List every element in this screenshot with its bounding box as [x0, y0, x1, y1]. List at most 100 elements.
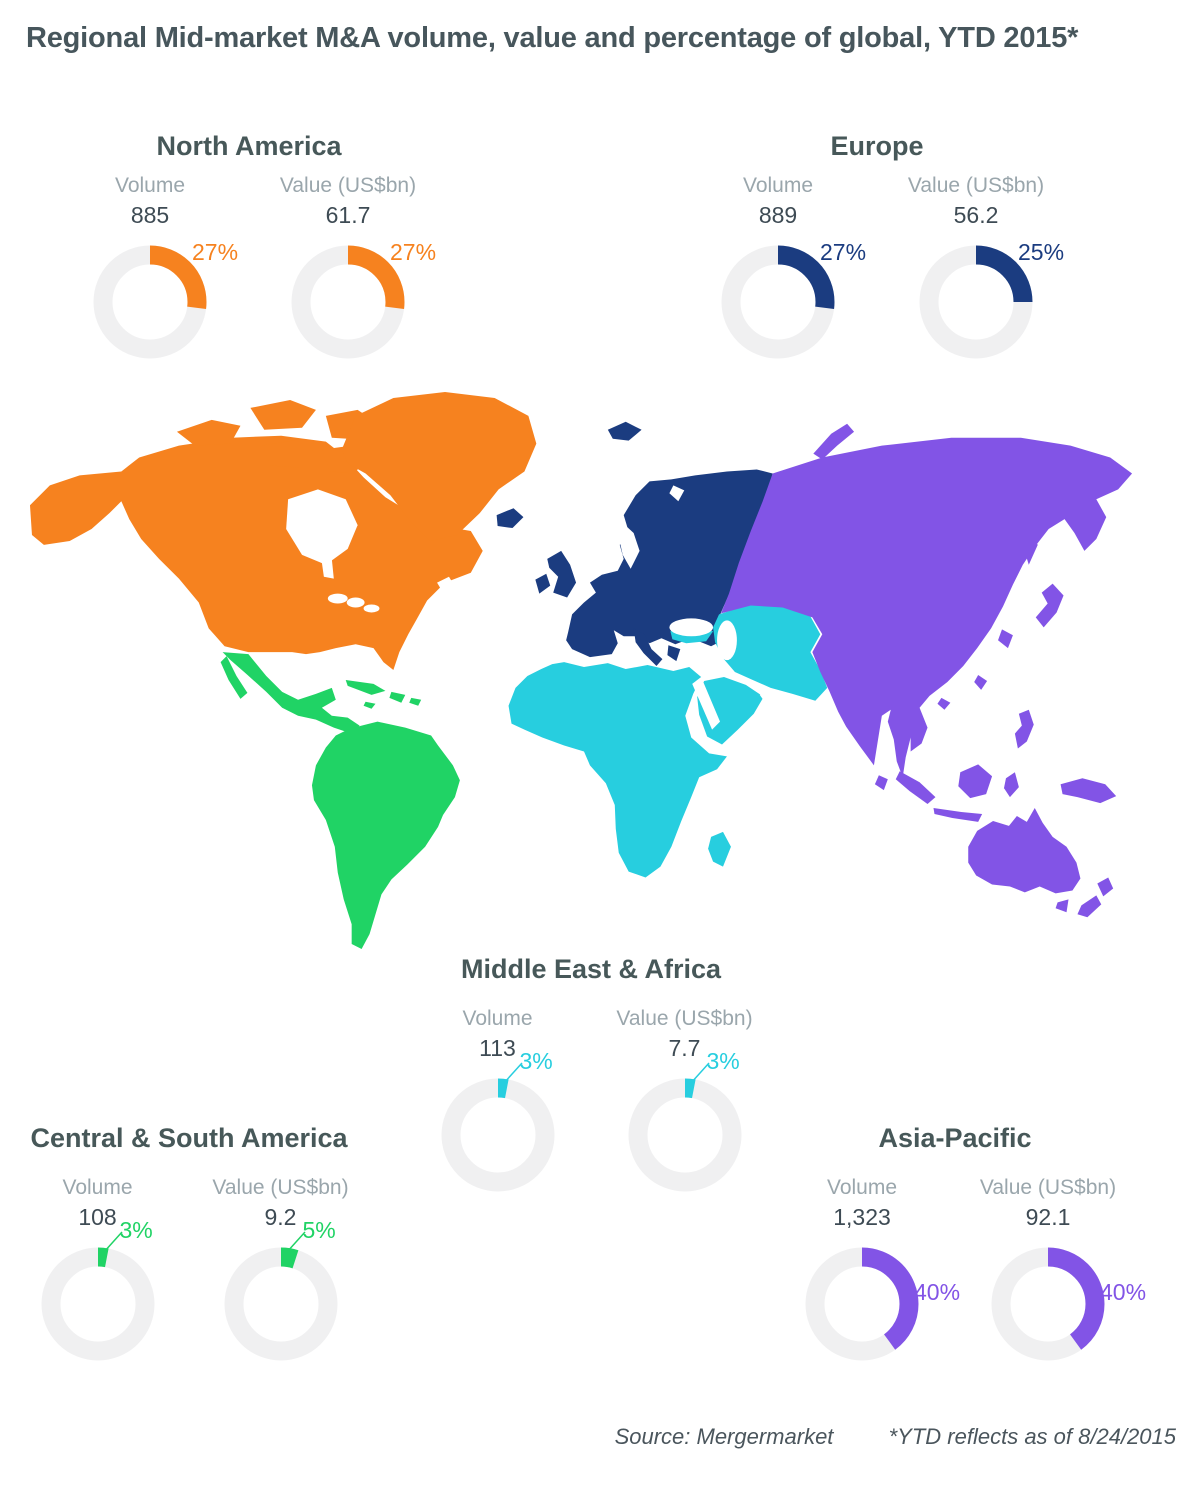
- donut-chart: [805, 1247, 919, 1361]
- donut-arc: [628, 1078, 741, 1192]
- donut-track: [41, 1247, 154, 1361]
- pct-leader-line: [285, 1231, 306, 1253]
- donut-asia-pacific-volume: 40%: [802, 1244, 960, 1364]
- pct-label: 25%: [1018, 239, 1065, 265]
- region-middle-east-africa: Middle East & Africa Volume 113 3% Value (US…: [404, 953, 778, 1195]
- donut-middle-east-africa-value: 3%: [625, 1049, 745, 1195]
- region-title: Asia-Pacific: [878, 1123, 1032, 1153]
- map-region-middle-east-africa: [508, 604, 828, 878]
- donut-chart: [41, 1231, 154, 1361]
- pct-label: 40%: [914, 1279, 961, 1305]
- stat-label: Volume: [826, 1176, 898, 1199]
- stat-volume: Volume 885 27%: [51, 162, 249, 362]
- stat-number: 889: [758, 202, 798, 228]
- map-region-north-america: [29, 392, 537, 671]
- stat-columns: Volume 885 27% Value (US$bn) 61.7 27%: [51, 162, 447, 362]
- stat-number: 885: [130, 202, 170, 228]
- stat-columns: Volume 889 27% Value (US$bn) 56.2 25%: [679, 162, 1075, 362]
- region-asia-pacific: Asia-Pacific Volume 1,323 40% Value (US$bn) 9…: [769, 1122, 1146, 1364]
- map-region-asia-pacific: [721, 423, 1133, 918]
- region-europe: Europe Volume 889 27% Value (US$bn) 56.2 25%: [679, 130, 1075, 362]
- donut-chart: [919, 245, 1033, 359]
- donut-north-america-value: 27%: [288, 240, 436, 362]
- pct-leader-line: [689, 1062, 710, 1084]
- donut-chart: [224, 1231, 337, 1361]
- stat-value: Value (US$bn) 56.2 25%: [877, 162, 1075, 362]
- stat-value: Value (US$bn) 9.2 5%: [189, 1154, 372, 1364]
- donut-track: [224, 1247, 337, 1361]
- donut-central-south-america-value: 5%: [221, 1218, 341, 1364]
- stat-label: Volume: [462, 1007, 533, 1030]
- stat-value: Value (US$bn) 61.7 27%: [249, 162, 447, 362]
- stat-label: Volume: [114, 174, 186, 197]
- stat-value: Value (US$bn) 7.7 3%: [591, 985, 778, 1195]
- donut-arc: [41, 1247, 154, 1361]
- stat-number: 56.2: [953, 202, 999, 228]
- source-note: Source: Mergermarket: [614, 1424, 834, 1449]
- donut-arc: [93, 245, 207, 359]
- donut-chart: [441, 1062, 554, 1192]
- region-central-south-america: Central & South America Volume 108 3% Value …: [6, 1122, 372, 1364]
- stat-volume: Volume 113 3%: [404, 985, 591, 1195]
- donut-chart: [721, 245, 835, 359]
- world-map: [29, 392, 1133, 950]
- donut-europe-value: 25%: [916, 240, 1064, 362]
- donut-arc: [991, 1247, 1105, 1361]
- stat-volume: Volume 1,323 40%: [769, 1154, 960, 1364]
- pct-label: 27%: [192, 239, 239, 265]
- page-title: Regional Mid-market M&A volume, value an…: [26, 22, 1079, 54]
- stat-number: 92.1: [1025, 1204, 1071, 1230]
- region-title: Central & South America: [30, 1123, 348, 1153]
- stat-label: Value (US$bn): [979, 1176, 1117, 1199]
- map-water-overlays: [286, 485, 780, 730]
- donut-chart: [291, 245, 405, 359]
- pct-label: 40%: [1100, 1279, 1147, 1305]
- region-title: Europe: [830, 131, 924, 161]
- pct-label: 3%: [706, 1048, 740, 1074]
- stat-columns: Volume 1,323 40% Value (US$bn) 92.1 40%: [769, 1154, 1146, 1364]
- pct-label: 3%: [119, 1217, 153, 1243]
- ytd-note: *YTD reflects as of 8/24/2015: [888, 1424, 1176, 1449]
- pct-label: 5%: [302, 1217, 336, 1243]
- donut-arc: [441, 1078, 554, 1192]
- donut-north-america-volume: 27%: [90, 240, 238, 362]
- stat-value: Value (US$bn) 92.1 40%: [955, 1154, 1146, 1364]
- stat-number: 9.2: [264, 1204, 297, 1230]
- stat-number: 1,323: [833, 1204, 891, 1230]
- donut-track: [441, 1078, 554, 1192]
- stat-label: Value (US$bn): [907, 174, 1045, 197]
- stat-label: Value (US$bn): [616, 1007, 753, 1030]
- donut-arc: [805, 1247, 919, 1361]
- stat-number: 113: [479, 1035, 516, 1061]
- map-region-europe: [496, 421, 773, 667]
- stat-label: Volume: [742, 174, 814, 197]
- map-region-central-south-america: [220, 652, 460, 950]
- stat-label: Value (US$bn): [279, 174, 417, 197]
- donut-chart: [991, 1247, 1105, 1361]
- stat-number: 7.7: [668, 1035, 701, 1061]
- donut-arc: [919, 245, 1033, 359]
- stat-number: 108: [78, 1204, 117, 1230]
- donut-europe-volume: 27%: [718, 240, 866, 362]
- region-title: North America: [156, 131, 342, 161]
- donut-arc: [721, 245, 835, 359]
- stat-volume: Volume 889 27%: [679, 162, 877, 362]
- pct-leader-line: [102, 1231, 123, 1253]
- stat-columns: Volume 108 3% Value (US$bn) 9.2 5%: [6, 1154, 372, 1364]
- pct-leader-line: [502, 1062, 523, 1084]
- donut-middle-east-africa-volume: 3%: [438, 1049, 558, 1195]
- donut-chart: [93, 245, 207, 359]
- region-title: Middle East & Africa: [460, 954, 722, 984]
- stat-label: Volume: [62, 1176, 133, 1199]
- donut-central-south-america-volume: 3%: [38, 1218, 158, 1364]
- donut-arc: [291, 245, 405, 359]
- pct-label: 3%: [519, 1048, 553, 1074]
- donut-arc: [224, 1247, 337, 1361]
- stat-number: 61.7: [325, 202, 371, 228]
- pct-label: 27%: [390, 239, 437, 265]
- donut-track: [628, 1078, 741, 1192]
- donut-asia-pacific-value: 40%: [988, 1244, 1146, 1364]
- region-north-america: North America Volume 885 27% Value (US$bn) 61…: [51, 130, 447, 362]
- stat-columns: Volume 113 3% Value (US$bn) 7.7 3%: [404, 985, 778, 1195]
